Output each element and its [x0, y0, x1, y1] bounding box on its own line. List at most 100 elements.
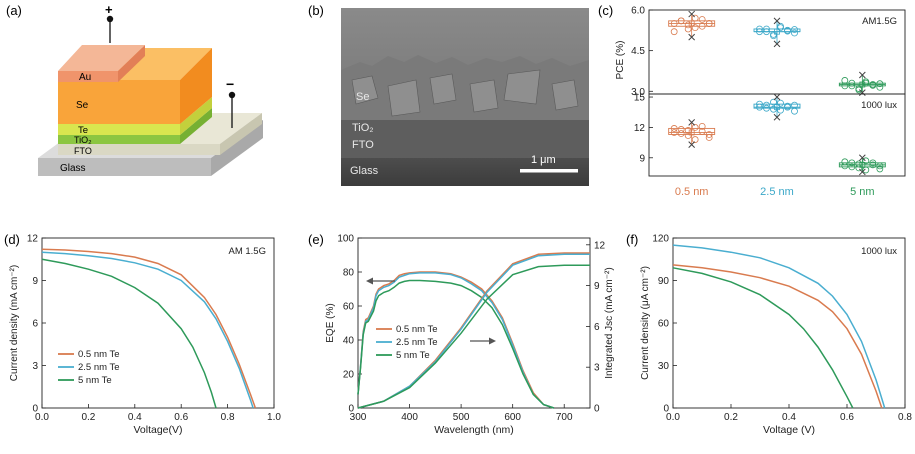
extreme-marker	[773, 93, 781, 101]
data-point	[670, 125, 678, 132]
layer-label-te: Te	[78, 125, 88, 136]
plot-frame	[357, 237, 591, 409]
data-point	[855, 160, 863, 168]
data-point	[848, 159, 856, 167]
te-layer-side	[180, 97, 212, 135]
panel-label-a: (a)	[6, 3, 22, 18]
data-point	[791, 107, 798, 115]
y-tick-label: 60	[658, 319, 670, 330]
plot-annotation: AM1.5G	[862, 16, 897, 27]
legend-entry: 2.5 nm Te	[78, 362, 120, 373]
y-tick-label: 80	[343, 268, 355, 279]
plot-annotation: AM 1.5G	[229, 246, 267, 257]
sem-grains	[351, 69, 579, 117]
y-axis-label: Current density (mA cm⁻²)	[9, 265, 20, 381]
negative-terminal	[228, 91, 236, 99]
panel-label-b: (b)	[308, 3, 324, 18]
box	[668, 127, 716, 135]
data-point	[770, 98, 777, 106]
se-layer-side	[180, 48, 212, 124]
x-tick-label: 0.4	[782, 412, 796, 423]
y-tick-label: 120	[652, 234, 669, 245]
data-point	[770, 105, 777, 113]
data-point	[691, 14, 699, 22]
te-layer-front	[58, 124, 180, 135]
y-axis-label: EQE (%)	[325, 303, 336, 342]
y-tick-label: 0	[663, 404, 669, 415]
panel-label-c: (c)	[598, 3, 613, 18]
series-line-1	[41, 251, 254, 409]
data-point	[756, 25, 763, 33]
integrated-line-0	[357, 252, 590, 409]
x-axis-label: Voltage(V)	[133, 424, 182, 436]
panel-label-e: (e)	[308, 232, 324, 247]
data-point	[784, 103, 791, 111]
series-line-1	[672, 244, 886, 409]
sem-image: Se TiO₂ FTO Glass 1 μm	[341, 8, 589, 186]
layer-label-glass: Glass	[60, 163, 86, 174]
data-point	[677, 130, 685, 137]
extreme-marker	[858, 168, 866, 176]
y-tick-label: 12	[27, 234, 39, 245]
series-line-2	[672, 267, 854, 409]
box	[753, 103, 801, 109]
data-point	[841, 82, 849, 90]
panel-label-d: (d)	[4, 232, 20, 247]
series-line-2	[41, 258, 217, 409]
x-tick-label: 0.4	[128, 412, 142, 423]
data-point	[855, 86, 863, 94]
data-point	[670, 129, 678, 136]
category-label: 0.5 nm	[675, 186, 709, 198]
data-point	[670, 20, 678, 27]
category-label: 5 nm	[850, 186, 874, 198]
x-tick-label: 0.0	[35, 412, 49, 423]
data-point	[670, 28, 678, 36]
extreme-marker	[688, 33, 696, 41]
data-point	[770, 32, 777, 40]
glass-layer-front	[38, 158, 211, 176]
x-tick-label: 300	[350, 412, 367, 423]
sem-label-fto: FTO	[352, 139, 374, 151]
data-point	[684, 25, 692, 33]
y-tick-label: 9	[639, 153, 645, 164]
data-point	[763, 28, 770, 36]
mean-marker	[688, 20, 695, 27]
data-point	[691, 136, 699, 143]
x-tick-label: 500	[453, 412, 470, 423]
sem-label-glass: Glass	[350, 165, 379, 177]
tio2-layer-front	[58, 135, 180, 144]
data-point	[691, 24, 699, 32]
panel-label-f: (f)	[626, 232, 638, 247]
x-tick-label: 400	[401, 412, 418, 423]
y-tick-label: 9	[32, 276, 38, 287]
minus-sign: −	[226, 76, 234, 92]
data-point	[791, 29, 798, 37]
plot-annotation: 1000 lux	[861, 100, 897, 111]
data-point	[684, 21, 692, 29]
data-point	[841, 162, 849, 170]
x-tick-label: 0.8	[898, 412, 912, 423]
y-axis-label: PCE (%)	[615, 41, 626, 80]
extreme-marker	[773, 17, 781, 25]
data-point	[848, 82, 856, 90]
y-axis-label: Current density (μA cm⁻²)	[640, 266, 651, 380]
y-tick-label: 20	[343, 370, 355, 381]
y-right-tick-label: 12	[594, 240, 606, 251]
x-axis-label: Wavelength (nm)	[434, 424, 514, 436]
y-tick-label: 60	[343, 302, 355, 313]
y-tick-label: 3	[32, 361, 38, 372]
chart-jv-am15g: 0.0 0.2 0.4 0.6 0.8 1.0 0 3 6 9 12 Voltage(V) Curren…	[9, 234, 281, 437]
data-point	[784, 27, 791, 35]
extreme-marker	[773, 40, 781, 48]
legend-entry: 5 nm Te	[396, 350, 430, 361]
extreme-marker	[773, 113, 781, 121]
data-point	[841, 158, 849, 166]
data-point	[684, 132, 692, 139]
data-point	[763, 104, 770, 112]
chart-pce-1000lux: 9 12 15 0.5 nm 2.5 nm 5 nm 1000 lux	[634, 93, 906, 198]
data-point	[841, 77, 849, 84]
series-line-0	[672, 264, 883, 409]
data-point	[869, 81, 877, 89]
data-point	[705, 131, 713, 138]
